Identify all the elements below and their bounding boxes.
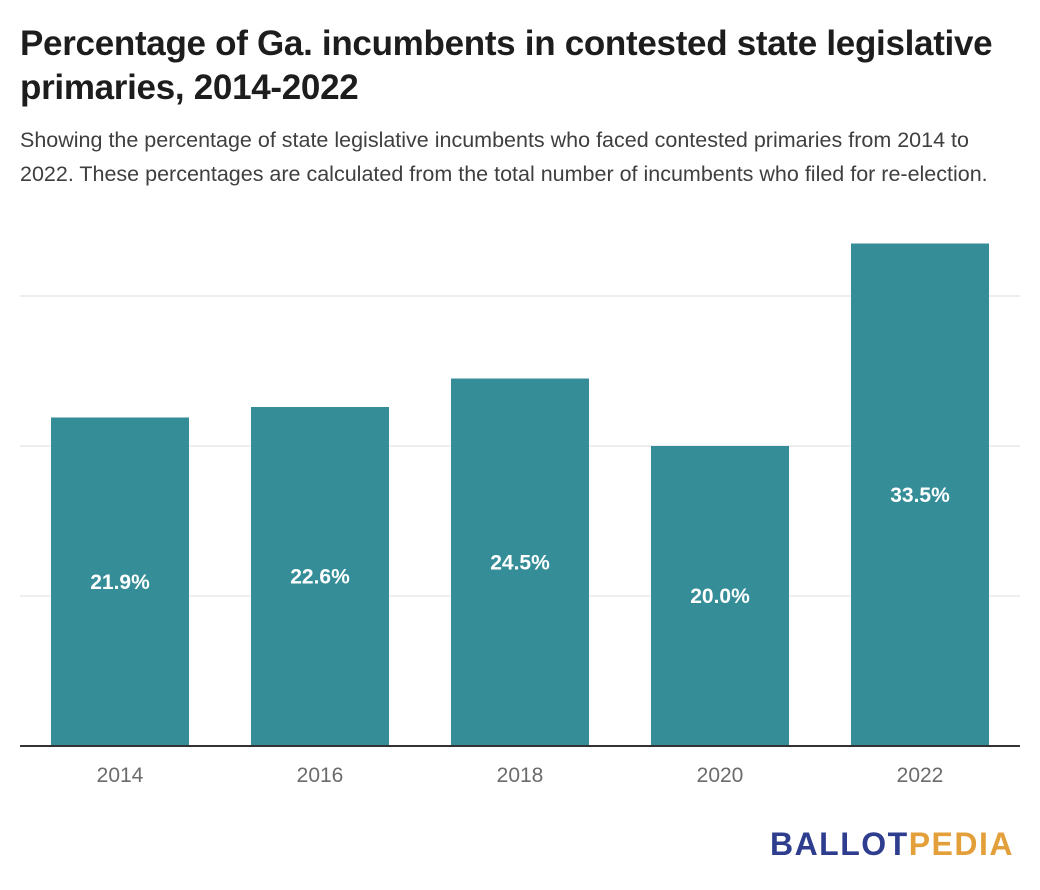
bar-2014 — [51, 417, 189, 746]
bar-2020 — [651, 446, 789, 746]
logo-part-pedia: PEDIA — [908, 826, 1014, 862]
x-tick-label: 2016 — [297, 764, 344, 787]
bar-value-label: 22.6% — [290, 566, 350, 589]
bar-value-label: 33.5% — [890, 484, 950, 507]
bar-value-label: 21.9% — [90, 571, 150, 594]
x-tick-label: 2022 — [897, 764, 944, 787]
x-tick-label: 2020 — [697, 764, 744, 787]
chart-title: Percentage of Ga. incumbents in conteste… — [20, 24, 993, 107]
x-tick-label: 2014 — [97, 764, 144, 787]
bar-2022 — [851, 243, 989, 746]
x-tick-label: 2018 — [497, 764, 544, 787]
logo-part-ballot: BALLOT — [769, 826, 909, 862]
bar-value-label: 24.5% — [490, 551, 550, 574]
ballotpedia-logo: BALLOTPEDIA — [770, 826, 1014, 863]
bar-2016 — [251, 407, 389, 746]
chart-subtitle: Showing the percentage of state legislat… — [20, 128, 988, 186]
bar-value-label: 20.0% — [690, 585, 750, 608]
bar-2018 — [451, 378, 589, 746]
